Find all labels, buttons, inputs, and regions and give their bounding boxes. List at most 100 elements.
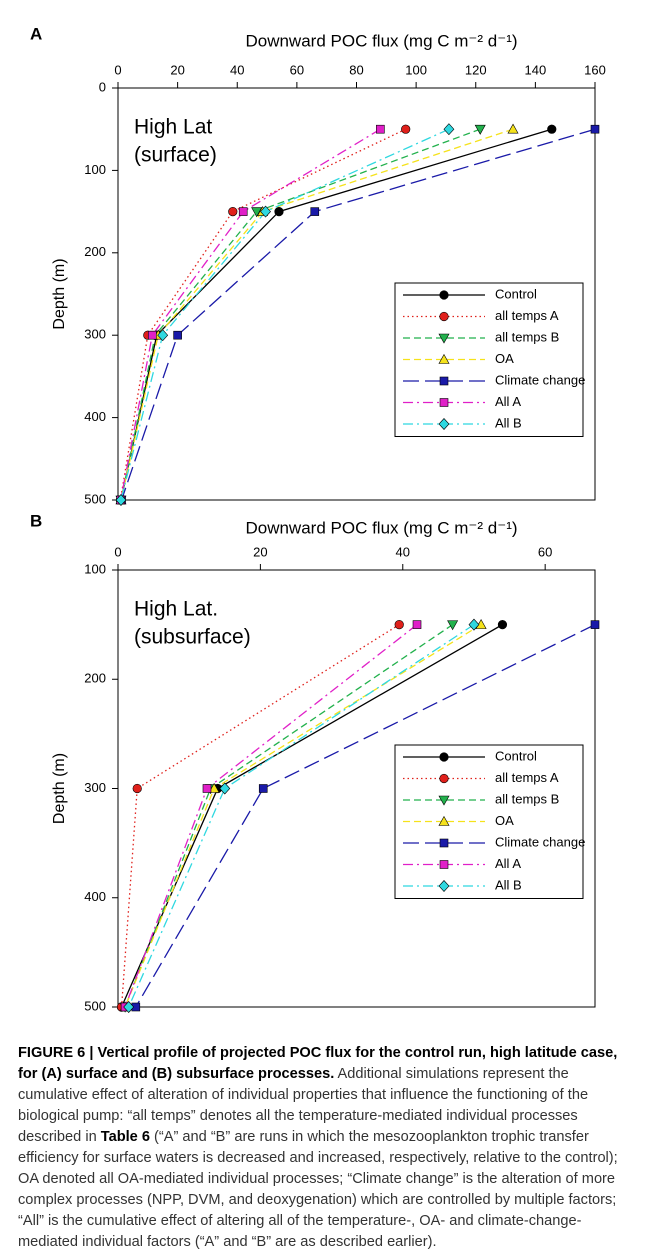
marker xyxy=(260,205,271,218)
y-tick-label: 500 xyxy=(84,491,106,506)
legend-marker xyxy=(439,376,449,386)
legend-label: all temps B xyxy=(495,329,559,344)
legend-label: All B xyxy=(495,415,522,430)
marker xyxy=(251,207,263,218)
y-tick-label: 100 xyxy=(84,561,106,576)
series-line xyxy=(120,128,514,501)
x-tick-label: 0 xyxy=(114,62,121,77)
annotation: (subsurface) xyxy=(134,626,251,649)
marker xyxy=(310,207,320,216)
panel-label: A xyxy=(30,24,42,43)
legend-label: All B xyxy=(495,877,522,892)
marker xyxy=(447,620,459,631)
series-line xyxy=(120,128,596,501)
x-tick-label: 120 xyxy=(465,62,487,77)
x-tick-label: 60 xyxy=(538,544,552,559)
legend-marker xyxy=(439,838,449,848)
x-tick-label: 100 xyxy=(405,62,427,77)
marker xyxy=(115,494,127,506)
legend-marker xyxy=(438,333,450,344)
y-tick-label: 400 xyxy=(84,889,106,904)
marker xyxy=(274,207,284,217)
legend-box xyxy=(394,744,584,899)
series-line xyxy=(119,128,406,501)
marker xyxy=(468,618,480,631)
marker xyxy=(202,784,212,793)
legend-marker xyxy=(439,398,449,407)
series-line xyxy=(120,128,381,501)
marker xyxy=(590,620,600,629)
legend-marker xyxy=(438,353,450,364)
marker xyxy=(590,124,600,134)
legend-marker xyxy=(439,860,449,869)
table-ref: Table 6 xyxy=(100,1129,150,1145)
legend-marker xyxy=(438,880,450,892)
caption-title: FIGURE 6 | Vertical profile of projected… xyxy=(18,1045,618,1082)
marker xyxy=(132,783,142,794)
legend-marker xyxy=(438,815,450,826)
x-tick-label: 80 xyxy=(349,62,363,77)
legend-marker xyxy=(439,773,449,784)
x-axis-label: Downward POC flux (mg C m⁻² d⁻¹) xyxy=(245,518,517,537)
legend-marker xyxy=(438,418,450,430)
legend-label: all temps B xyxy=(495,791,559,806)
marker xyxy=(547,124,557,134)
legend-label: Control xyxy=(495,748,537,763)
y-tick-label: 300 xyxy=(84,327,106,342)
y-tick-label: 300 xyxy=(84,780,106,795)
y-axis-label: Depth (m) xyxy=(51,258,68,329)
marker xyxy=(394,620,404,630)
marker xyxy=(123,1001,135,1013)
legend-label: Control xyxy=(495,286,537,301)
legend-marker xyxy=(438,795,450,806)
marker xyxy=(157,329,169,342)
x-tick-label: 60 xyxy=(290,62,304,77)
marker xyxy=(443,123,455,136)
annotation: (surface) xyxy=(134,144,217,167)
caption-body: (“A” and “B” are runs in which the mesoz… xyxy=(18,1129,618,1250)
legend-label: all temps A xyxy=(495,770,559,785)
legend-label: Climate change xyxy=(495,834,585,849)
legend-marker xyxy=(439,752,449,762)
y-tick-label: 100 xyxy=(84,162,106,177)
annotation: High Lat. xyxy=(134,598,218,621)
marker xyxy=(208,782,220,793)
marker xyxy=(401,124,411,134)
y-tick-label: 0 xyxy=(99,79,106,94)
x-tick-label: 40 xyxy=(396,544,410,559)
legend-label: OA xyxy=(495,813,514,828)
panel-label: B xyxy=(30,511,42,530)
y-axis-label: Depth (m) xyxy=(51,753,68,824)
series-line xyxy=(120,128,552,501)
series-line xyxy=(120,128,450,501)
marker xyxy=(173,330,182,340)
figure: A Downward POC flux (mg C m⁻² d⁻¹) Depth (… xyxy=(30,24,606,1013)
marker xyxy=(474,124,486,135)
marker xyxy=(228,207,238,217)
marker xyxy=(219,782,231,795)
legend-box xyxy=(394,282,584,437)
caption: FIGURE 6 | Vertical profile of projected… xyxy=(18,1043,636,1253)
marker xyxy=(376,124,385,134)
legend-marker xyxy=(439,290,449,300)
marker xyxy=(507,123,519,134)
marker xyxy=(238,207,248,216)
y-tick-label: 200 xyxy=(84,671,106,686)
legend-label: Climate change xyxy=(495,372,585,387)
x-tick-label: 40 xyxy=(230,62,244,77)
x-tick-label: 20 xyxy=(253,544,267,559)
caption-body: Additional simulations represent the cum… xyxy=(18,1066,589,1145)
marker xyxy=(258,784,268,793)
series-line xyxy=(135,624,596,1008)
x-axis-label: Downward POC flux (mg C m⁻² d⁻¹) xyxy=(245,31,517,50)
legend-label: All A xyxy=(495,856,521,871)
legend-marker xyxy=(439,311,449,322)
marker xyxy=(147,330,157,340)
x-tick-label: 140 xyxy=(525,62,547,77)
y-tick-label: 200 xyxy=(84,244,106,259)
legend-label: all temps A xyxy=(495,308,559,323)
marker xyxy=(497,620,508,630)
y-tick-label: 500 xyxy=(84,998,106,1013)
x-tick-label: 0 xyxy=(114,544,121,559)
